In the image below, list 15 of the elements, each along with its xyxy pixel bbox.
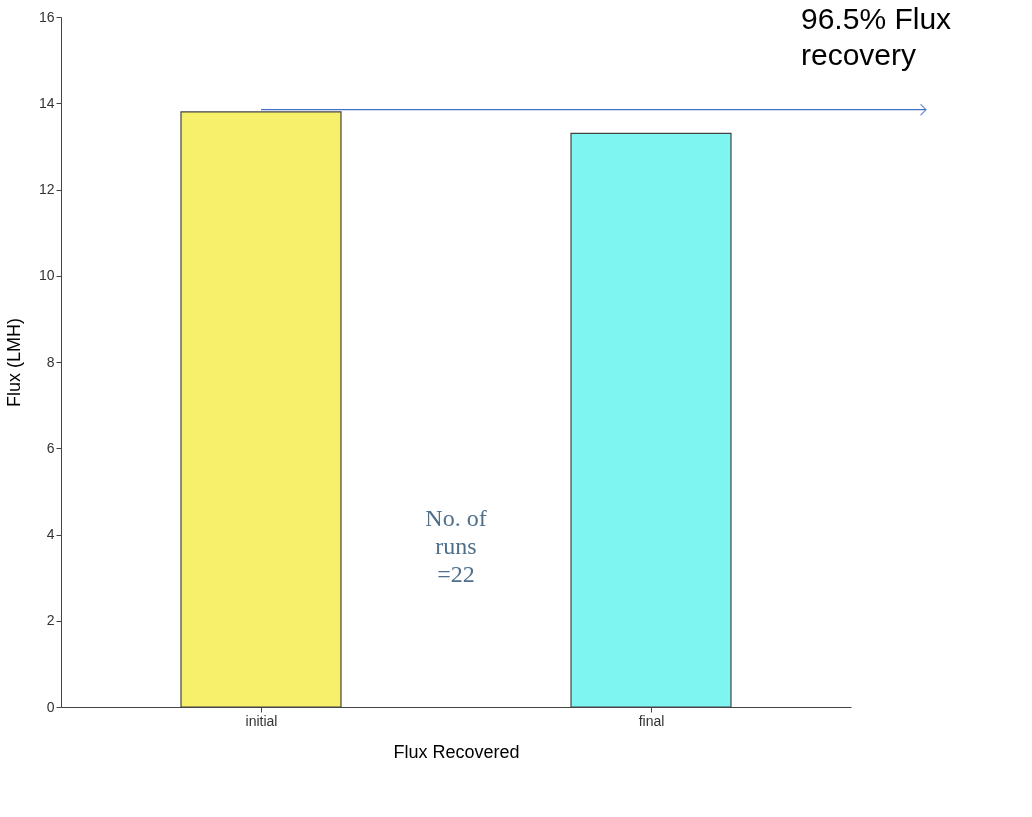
x-axis-title: Flux Recovered: [393, 741, 520, 762]
x-tick-label: final: [638, 712, 665, 729]
y-tick-label: 2: [46, 612, 55, 629]
y-tick-label: 4: [46, 526, 55, 542]
y-tick-label: 0: [46, 698, 55, 715]
y-tick-label: 10: [38, 267, 55, 284]
annotation: 96.5% Flux recovery: [801, 2, 952, 71]
y-tick-label: 6: [46, 439, 55, 456]
y-axis-title: Flux (LMH): [3, 318, 24, 407]
y-tick-label: 12: [38, 181, 55, 197]
x-tick-label: initial: [245, 712, 278, 729]
annotation: No. of runs =22: [425, 504, 487, 587]
y-tick-label: 14: [38, 94, 55, 111]
y-tick-label: 8: [46, 353, 55, 370]
y-tick-label: 16: [38, 8, 55, 25]
